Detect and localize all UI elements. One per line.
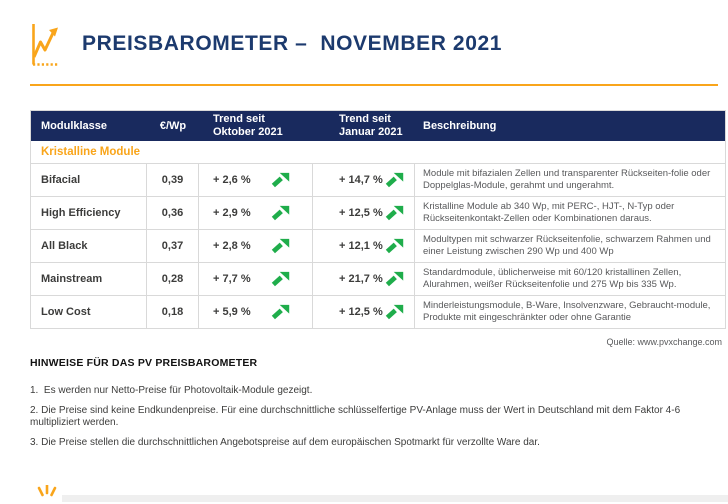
trend-january-cell: + 12,5 % bbox=[313, 197, 415, 229]
sun-rays-icon bbox=[34, 483, 60, 504]
trend-value: + 14,7 % bbox=[339, 174, 383, 186]
table-section-row: Kristalline Module bbox=[31, 141, 725, 164]
table-row: All Black 0,37 + 2,8 % + 12,1 % Modultyp… bbox=[31, 230, 725, 263]
section-label: Kristalline Module bbox=[41, 146, 141, 158]
trend-up-arrow-icon bbox=[271, 238, 290, 254]
column-header-trend-october: Trend seit Oktober 2021 bbox=[199, 111, 313, 141]
table-row: Low Cost 0,18 + 5,9 % + 12,5 % Minderlei… bbox=[31, 296, 725, 328]
trend-up-arrow-icon bbox=[271, 172, 290, 188]
trend-value: + 5,9 % bbox=[213, 306, 251, 318]
price-cell: 0,39 bbox=[147, 164, 199, 196]
trend-october-cell: + 5,9 % bbox=[199, 296, 313, 328]
trend-value: + 2,6 % bbox=[213, 174, 251, 186]
trend-value: + 12,5 % bbox=[339, 207, 383, 219]
price-cell: 0,18 bbox=[147, 296, 199, 328]
column-header-line1: Trend seit bbox=[339, 112, 391, 125]
trend-value: + 7,7 % bbox=[213, 273, 251, 285]
column-header-price: €/Wp bbox=[159, 120, 187, 132]
column-header-modulklasse: Modulklasse bbox=[41, 120, 108, 132]
notes-section: HINWEISE FÜR DAS PV PREISBAROMETER 1. Es… bbox=[30, 357, 728, 449]
trend-october-cell: + 2,9 % bbox=[199, 197, 313, 229]
column-header-trend-january: Trend seit Januar 2021 bbox=[313, 111, 415, 141]
price-cell: 0,36 bbox=[147, 197, 199, 229]
page-title: PREISBAROMETER – NOVEMBER 2021 bbox=[82, 32, 503, 55]
column-header-line2: Oktober 2021 bbox=[213, 126, 283, 138]
module-class-cell: Bifacial bbox=[31, 164, 147, 196]
trend-value: + 2,8 % bbox=[213, 240, 251, 252]
table-row: Mainstream 0,28 + 7,7 % + 21,7 % Standar… bbox=[31, 263, 725, 296]
trend-october-cell: + 2,8 % bbox=[199, 230, 313, 262]
trend-october-cell: + 7,7 % bbox=[199, 263, 313, 295]
description-cell: Minderleistungsmodule, B-Ware, Insolvenz… bbox=[423, 299, 711, 323]
trend-up-arrow-icon bbox=[385, 172, 404, 188]
price-cell: 0,37 bbox=[147, 230, 199, 262]
column-header-beschreibung: Beschreibung bbox=[423, 120, 497, 132]
trend-january-cell: + 14,7 % bbox=[313, 164, 415, 196]
trend-january-cell: + 21,7 % bbox=[313, 263, 415, 295]
table-row: Bifacial 0,39 + 2,6 % + 14,7 % Module mi… bbox=[31, 164, 725, 197]
trend-up-arrow-icon bbox=[271, 205, 290, 221]
footer-bar bbox=[62, 495, 728, 502]
trend-up-arrow-icon bbox=[385, 238, 404, 254]
note-item-3: 3. Die Preise stellen die durchschnittli… bbox=[30, 436, 540, 448]
trend-up-arrow-icon bbox=[385, 205, 404, 221]
module-class-cell: Low Cost bbox=[31, 296, 147, 328]
column-header-line2: Januar 2021 bbox=[339, 126, 403, 138]
price-cell: 0,28 bbox=[147, 263, 199, 295]
trend-value: + 2,9 % bbox=[213, 207, 251, 219]
price-table: Modulklasse €/Wp Trend seit Oktober 2021… bbox=[30, 110, 726, 329]
trend-value: + 12,1 % bbox=[339, 240, 383, 252]
description-cell: Module mit bifazialen Zellen und transpa… bbox=[423, 167, 711, 191]
trend-january-cell: + 12,1 % bbox=[313, 230, 415, 262]
header-divider bbox=[30, 84, 718, 86]
source-note: Quelle: www.pvxchange.com bbox=[606, 337, 722, 347]
description-cell: Standardmodule, üblicherweise mit 60/120… bbox=[423, 266, 682, 290]
page-header: PREISBAROMETER – NOVEMBER 2021 bbox=[30, 20, 728, 68]
column-header-line1: Trend seit bbox=[213, 112, 265, 125]
notes-heading: HINWEISE FÜR DAS PV PREISBAROMETER bbox=[30, 357, 258, 369]
trend-up-arrow-icon bbox=[271, 271, 290, 287]
trend-value: + 12,5 % bbox=[339, 306, 383, 318]
trend-value: + 21,7 % bbox=[339, 273, 383, 285]
trend-up-arrow-icon bbox=[271, 304, 290, 320]
note-item-1: 1. Es werden nur Netto-Preise für Photov… bbox=[30, 385, 313, 396]
page: PREISBAROMETER – NOVEMBER 2021 Modulklas… bbox=[0, 20, 728, 502]
trend-october-cell: + 2,6 % bbox=[199, 164, 313, 196]
module-class-cell: Mainstream bbox=[31, 263, 147, 295]
table-header-row: Modulklasse €/Wp Trend seit Oktober 2021… bbox=[31, 111, 725, 141]
note-item-2: 2. Die Preise sind keine Endkundenpreise… bbox=[30, 404, 683, 429]
table-row: High Efficiency 0,36 + 2,9 % + 12,5 % Kr… bbox=[31, 197, 725, 230]
description-cell: Modultypen mit schwarzer Rückseitenfolie… bbox=[423, 233, 711, 257]
trend-up-arrow-icon bbox=[385, 304, 404, 320]
description-cell: Kristalline Module ab 340 Wp, mit PERC-,… bbox=[423, 200, 675, 224]
line-chart-icon bbox=[30, 20, 60, 68]
module-class-cell: All Black bbox=[31, 230, 147, 262]
trend-up-arrow-icon bbox=[385, 271, 404, 287]
module-class-cell: High Efficiency bbox=[31, 197, 147, 229]
trend-january-cell: + 12,5 % bbox=[313, 296, 415, 328]
